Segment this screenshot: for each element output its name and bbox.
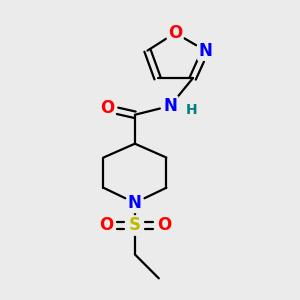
Text: O: O xyxy=(168,24,182,42)
Text: O: O xyxy=(100,100,114,118)
Text: S: S xyxy=(129,217,141,235)
Text: N: N xyxy=(163,97,177,115)
Text: O: O xyxy=(157,217,171,235)
Text: N: N xyxy=(198,42,212,60)
Text: H: H xyxy=(186,103,197,117)
Text: N: N xyxy=(128,194,142,212)
Text: O: O xyxy=(99,217,113,235)
